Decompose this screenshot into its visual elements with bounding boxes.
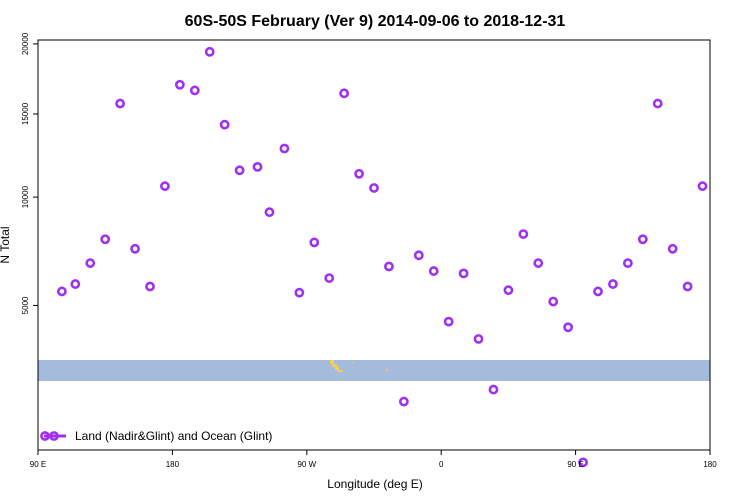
x-tick-label: 180 <box>166 460 180 469</box>
y-axis-ticks: 5000 10000 15000 20000 <box>21 32 38 314</box>
x-axis-ticks: 90 E 180 90 W 0 90 E 180 <box>30 450 717 469</box>
data-point <box>488 384 499 395</box>
data-point <box>593 286 603 297</box>
legend-label: Land (Nadir&Glint) and Ocean (Glint) <box>75 429 272 443</box>
data-point <box>204 46 215 57</box>
chart-title: 60S-50S February (Ver 9) 2014-09-06 to 2… <box>185 13 566 30</box>
latitude-band <box>38 360 710 381</box>
y-tick-label: 15000 <box>21 102 30 125</box>
y-tick-label: 10000 <box>21 185 30 208</box>
x-tick-label: 90 E <box>30 460 46 469</box>
data-point <box>70 279 81 289</box>
data-point <box>294 287 305 298</box>
data-point <box>85 258 96 268</box>
data-point <box>667 243 678 254</box>
x-tick-label: 90 E <box>567 460 583 469</box>
x-tick-label: 0 <box>439 460 444 469</box>
data-point <box>413 250 424 261</box>
data-point <box>234 165 245 176</box>
data-point <box>309 237 320 248</box>
data-point <box>384 261 394 272</box>
data-point <box>578 457 588 468</box>
data-point <box>622 258 633 268</box>
land-mass <box>337 370 343 372</box>
legend: Land (Nadir&Glint) and Ocean (Glint) <box>40 429 272 443</box>
data-point <box>637 234 648 245</box>
data-point <box>369 183 379 193</box>
data-point <box>160 181 170 192</box>
data-point <box>608 279 618 289</box>
data-point <box>563 322 574 333</box>
land-mass <box>386 369 388 371</box>
data-point <box>682 281 693 292</box>
data-point <box>398 396 409 407</box>
data-point <box>339 88 350 99</box>
data-point <box>130 243 140 254</box>
data-point <box>518 229 529 239</box>
land-mass <box>330 360 334 364</box>
data-point <box>115 98 126 109</box>
data-point <box>324 273 335 283</box>
data-point <box>473 334 484 344</box>
data-points <box>56 46 708 468</box>
data-point <box>443 316 454 327</box>
x-tick-label: 180 <box>703 460 717 469</box>
data-point <box>458 268 469 279</box>
legend-marker-right <box>49 431 59 441</box>
data-point <box>697 181 708 192</box>
data-point <box>652 98 663 109</box>
data-point <box>279 143 290 154</box>
data-point <box>428 266 439 276</box>
x-tick-label: 90 W <box>297 460 316 469</box>
land-mass <box>335 367 339 370</box>
data-point <box>189 85 200 96</box>
data-point <box>548 296 559 307</box>
y-tick-label: 20000 <box>21 32 30 55</box>
land-mass <box>332 364 337 367</box>
data-point <box>56 286 67 297</box>
plot-frame <box>37 39 711 451</box>
y-axis-label: N Total <box>0 226 12 263</box>
ocean-band <box>38 360 710 381</box>
data-point <box>354 168 364 179</box>
data-point <box>533 258 544 268</box>
land-mass <box>352 362 354 363</box>
data-point <box>219 119 230 130</box>
data-point <box>145 281 155 292</box>
data-point <box>100 234 111 245</box>
y-tick-label: 5000 <box>21 296 30 314</box>
data-point <box>503 285 514 296</box>
data-point <box>174 79 185 90</box>
x-axis-label: Longitude (deg E) <box>327 477 422 491</box>
data-point <box>252 162 263 172</box>
data-point <box>264 207 275 218</box>
legend-marker-left <box>40 431 50 441</box>
